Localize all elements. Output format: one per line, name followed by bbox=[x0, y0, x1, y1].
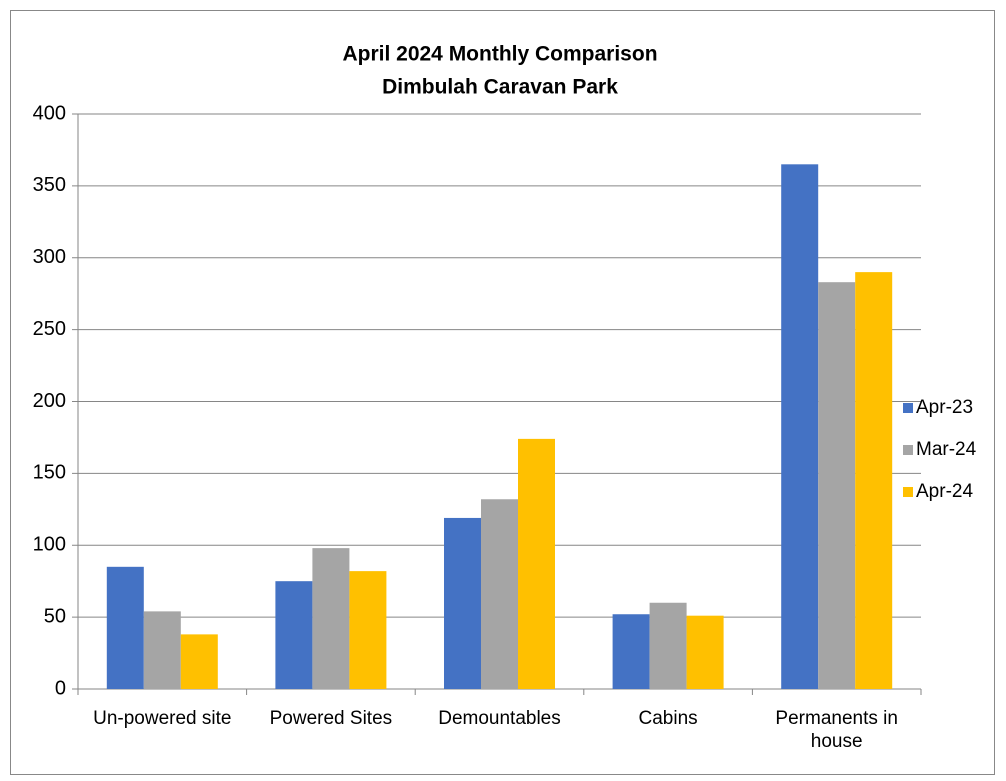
bar bbox=[612, 614, 650, 689]
bar bbox=[444, 517, 481, 689]
legend-label: Apr-23 bbox=[916, 397, 973, 418]
legend-swatch bbox=[903, 445, 913, 455]
legend-label: Apr-24 bbox=[916, 481, 973, 502]
chart-subtitle: Dimbulah Caravan Park bbox=[382, 76, 618, 99]
legend-label: Mar-24 bbox=[916, 439, 977, 460]
y-tick-label: 50 bbox=[44, 605, 66, 627]
chart-title: April 2024 Monthly Comparison bbox=[342, 43, 657, 66]
bar bbox=[180, 634, 218, 689]
x-tick-label: Cabins bbox=[638, 708, 698, 729]
x-tick-label: Permanents in house bbox=[775, 708, 898, 752]
y-tick-label: 300 bbox=[33, 246, 66, 268]
bar bbox=[481, 499, 518, 689]
bar bbox=[818, 282, 856, 689]
y-tick-label: 200 bbox=[33, 390, 66, 412]
bar bbox=[686, 615, 724, 689]
x-tick-label: Demountables bbox=[438, 708, 561, 729]
y-tick-label: 0 bbox=[55, 677, 66, 699]
bar bbox=[106, 566, 144, 689]
bar bbox=[855, 272, 893, 689]
x-tick-label: Un-powered site bbox=[93, 708, 232, 729]
bar bbox=[275, 581, 313, 689]
bar bbox=[349, 571, 387, 689]
bar bbox=[143, 611, 181, 689]
y-tick-label: 350 bbox=[33, 174, 66, 196]
y-tick-label: 100 bbox=[33, 534, 66, 556]
legend-swatch bbox=[903, 487, 913, 497]
bar bbox=[649, 602, 687, 689]
x-tick-label: Powered Sites bbox=[269, 708, 393, 729]
bar bbox=[781, 164, 819, 689]
y-tick-label: 400 bbox=[33, 102, 66, 124]
y-tick-label: 150 bbox=[33, 462, 66, 484]
legend-swatch bbox=[903, 403, 913, 413]
y-tick-label: 250 bbox=[33, 318, 66, 340]
bar bbox=[518, 438, 555, 689]
bar bbox=[312, 548, 350, 689]
